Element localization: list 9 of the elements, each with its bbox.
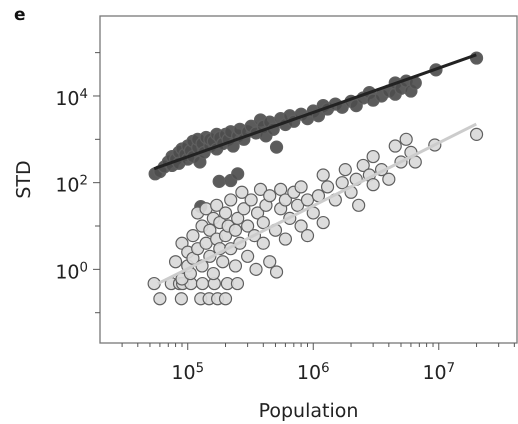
x-tick-label: 10$^{6}$ [296, 360, 330, 384]
x-axis-title: Population [258, 400, 358, 422]
x-tick-label: 10$^{7}$ [422, 360, 456, 384]
y-axis-title: STD [13, 160, 35, 199]
y-tick-label: 10$^{2}$ [55, 173, 88, 197]
y-tick-label: 10$^{0}$ [55, 260, 88, 284]
x-tick-label: 10$^{5}$ [171, 360, 204, 384]
y-tick-label: 10$^{4}$ [55, 86, 88, 110]
chart-title: e [14, 5, 26, 25]
